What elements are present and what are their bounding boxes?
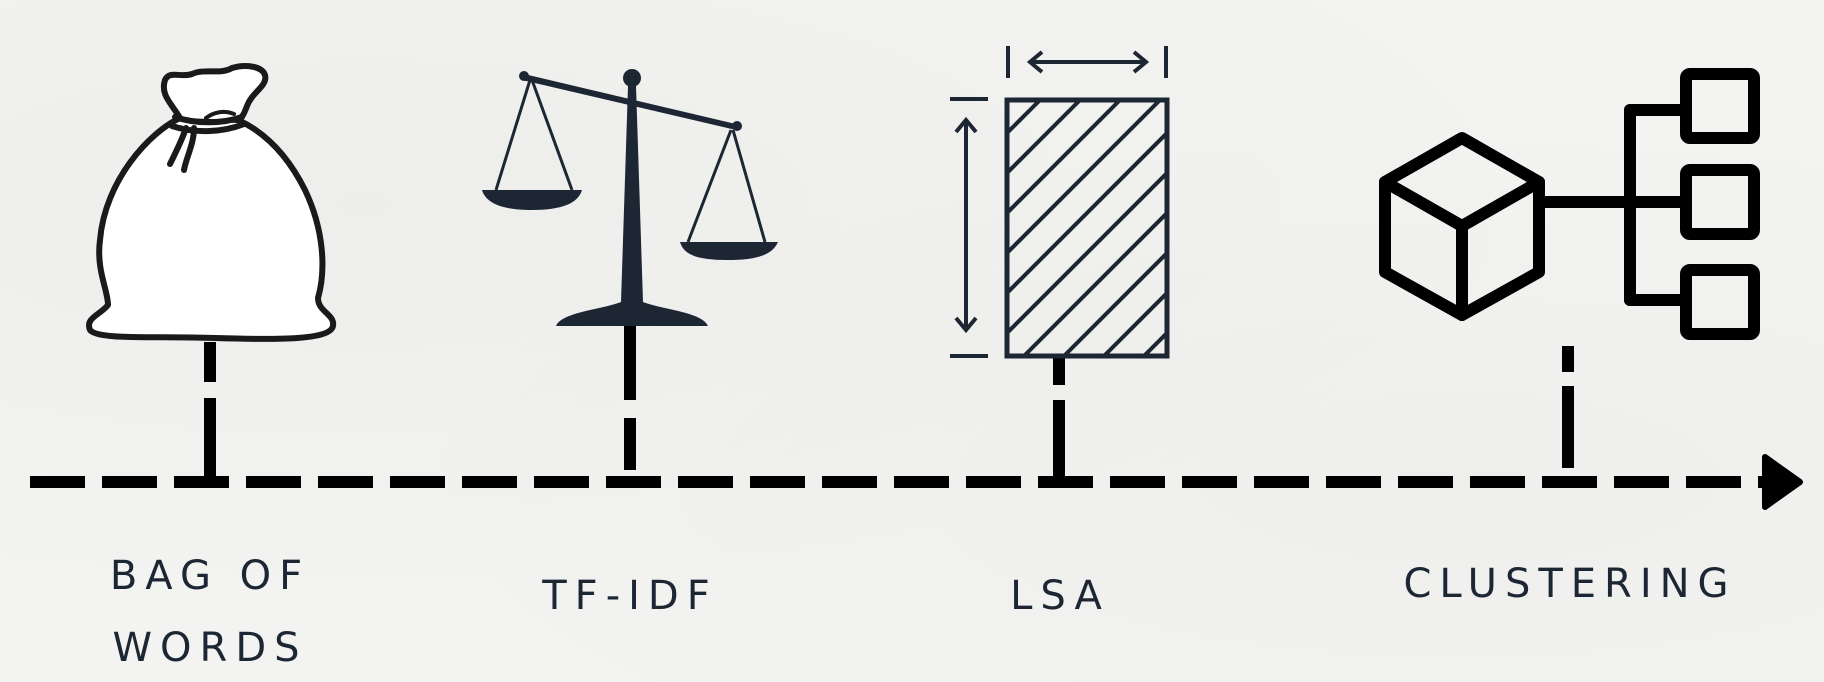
step-label-clustering: CLUSTERING [1403, 561, 1737, 607]
timeline-axis [30, 454, 1803, 510]
bag-icon [86, 63, 337, 342]
step-label-tf-idf: TF-IDF [542, 573, 718, 619]
cube-icon [1379, 132, 1545, 321]
arrow-head-icon [1762, 454, 1803, 510]
cluster-tree-icon [1379, 68, 1760, 340]
scale-icon [482, 69, 778, 326]
step-label-lsa: LSA [1010, 573, 1110, 619]
matrix-icon [950, 46, 1170, 359]
step-label-bag-of-words: BAG OF WORDS [109, 553, 311, 671]
